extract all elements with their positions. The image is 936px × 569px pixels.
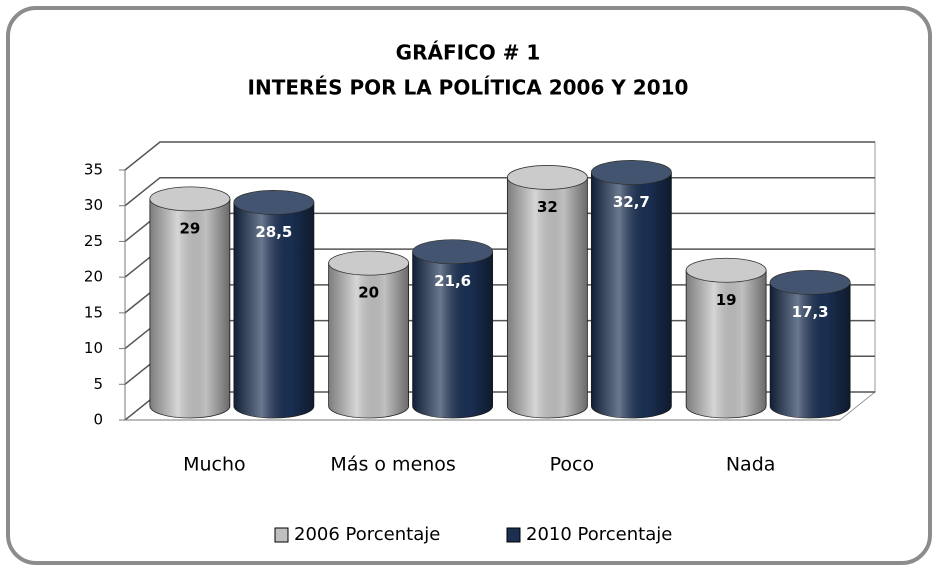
grid-line (124, 141, 875, 171)
y-tick-label: 20 (84, 268, 103, 286)
x-tick-label: Más o menos (330, 454, 455, 476)
chart-subtitle: INTERÉS POR LA POLÍTICA 2006 Y 2010 (248, 76, 689, 100)
legend-swatch (506, 527, 521, 543)
y-tick-label: 25 (84, 232, 103, 250)
data-label: 21,6 (434, 272, 471, 290)
data-label: 32,7 (613, 193, 650, 211)
bar-top-shade (507, 165, 588, 190)
bar-top (590, 160, 672, 185)
data-label: 28,5 (255, 223, 292, 241)
x-tick-label: Nada (726, 454, 776, 476)
chart-title: GRÁFICO # 1 (396, 41, 541, 65)
bar-top-shade (686, 258, 767, 283)
bar-shade (686, 270, 767, 419)
y-tick-label: 5 (93, 375, 103, 393)
bar-top (769, 270, 851, 295)
legend-label: 2010 Porcentaje (526, 524, 672, 545)
data-label: 32 (537, 198, 558, 216)
bar-shade (770, 282, 851, 419)
bar-top (506, 165, 588, 190)
bar-shade (591, 172, 672, 419)
data-label: 29 (179, 219, 200, 237)
x-tick-label: Poco (550, 454, 594, 476)
bar-shade (149, 198, 230, 419)
bar-top-shade (412, 239, 493, 264)
x-tick-label: Mucho (183, 454, 246, 476)
data-label: 17,3 (792, 303, 829, 321)
bar-top (149, 186, 231, 212)
legend-swatch (274, 527, 289, 543)
y-tick-label: 35 (84, 161, 103, 179)
bar-shade (328, 263, 409, 419)
bar-top-shade (233, 190, 314, 215)
bar-top-shade (591, 160, 672, 185)
y-tick-label: 15 (84, 303, 103, 321)
bar-top-shade (328, 251, 409, 276)
y-tick-label: 30 (84, 196, 103, 214)
bar-top-shade (770, 270, 851, 295)
data-label: 20 (358, 284, 379, 302)
data-label: 19 (716, 291, 737, 309)
bar-shade (507, 177, 588, 419)
y-tick-label: 0 (93, 411, 103, 429)
legend-label: 2006 Porcentaje (294, 524, 440, 545)
bar-shade (233, 202, 314, 419)
bar-top (685, 257, 767, 283)
bar-top (328, 250, 410, 276)
bar-top-shade (149, 186, 230, 211)
bar-top (412, 239, 494, 265)
bar-shade (412, 251, 493, 419)
y-tick-label: 10 (84, 339, 103, 357)
bar-top (233, 190, 315, 215)
